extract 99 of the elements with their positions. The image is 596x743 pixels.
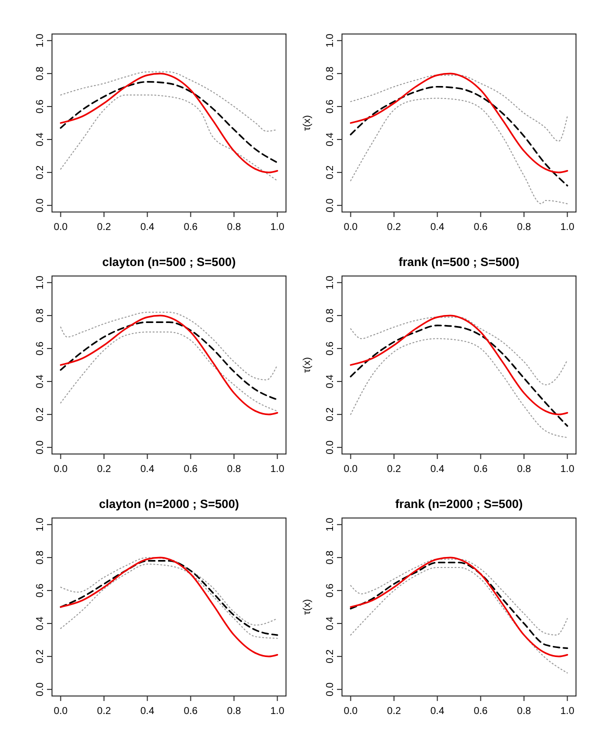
y-tick-label: 0.6 <box>35 99 46 114</box>
x-tick-label: 0.6 <box>184 706 198 717</box>
y-tick-label: 0.2 <box>35 165 46 180</box>
y-tick-label: 0.8 <box>35 308 46 323</box>
x-tick-label: 0.8 <box>227 222 242 233</box>
line-series <box>350 338 568 438</box>
y-tick-label: 0.2 <box>35 407 46 422</box>
y-tick-label: 0.4 <box>35 132 46 146</box>
line-series <box>60 312 278 380</box>
y-tick-label: 1.0 <box>35 517 46 532</box>
line-series <box>60 321 278 400</box>
y-tick-label: 1.0 <box>325 275 336 290</box>
line-series <box>60 556 278 658</box>
x-tick-label: 0.0 <box>54 222 68 233</box>
y-tick-label: 1.0 <box>35 33 46 48</box>
y-tick-label: 0.6 <box>325 99 336 114</box>
x-tick-label: 0.4 <box>430 464 445 475</box>
x-tick-label: 0.0 <box>344 222 358 233</box>
y-axis-title: τ(x) <box>302 357 313 373</box>
y-tick-label: 0.4 <box>325 132 336 146</box>
line-series <box>350 86 568 186</box>
x-tick-label: 0.2 <box>97 706 112 717</box>
x-tick-label: 0.6 <box>474 706 488 717</box>
x-tick-label: 0.4 <box>430 706 445 717</box>
y-tick-label: 0.6 <box>35 341 46 356</box>
x-tick-label: 1.0 <box>270 464 285 475</box>
x-tick-label: 0.8 <box>227 706 242 717</box>
x-tick-label: 1.0 <box>270 222 285 233</box>
y-tick-label: 0.0 <box>325 682 336 696</box>
x-tick-label: 0.6 <box>184 464 198 475</box>
x-tick-label: 0.2 <box>97 222 112 233</box>
x-tick-label: 0.8 <box>517 706 532 717</box>
x-tick-label: 0.6 <box>474 464 488 475</box>
y-tick-label: 0.8 <box>35 66 46 81</box>
x-tick-label: 0.8 <box>517 222 532 233</box>
y-tick-label: 0.4 <box>325 374 336 388</box>
line-series <box>60 314 278 416</box>
x-tick-label: 0.4 <box>140 706 155 717</box>
x-tick-label: 0.8 <box>227 464 242 475</box>
y-tick-label: 0.4 <box>35 616 46 630</box>
x-tick-label: 0.6 <box>474 222 488 233</box>
y-tick-label: 0.8 <box>325 66 336 81</box>
y-tick-label: 1.0 <box>325 33 336 48</box>
y-tick-label: 0.2 <box>325 649 336 664</box>
y-tick-label: 0.4 <box>325 616 336 630</box>
x-tick-label: 0.4 <box>140 464 155 475</box>
line-series <box>350 72 568 174</box>
y-tick-label: 0.0 <box>325 198 336 212</box>
line-series <box>350 558 568 636</box>
x-tick-label: 1.0 <box>560 464 575 475</box>
y-tick-label: 0.8 <box>325 550 336 565</box>
line-series <box>350 324 568 427</box>
line-series <box>60 71 278 132</box>
y-tick-label: 1.0 <box>325 517 336 532</box>
x-tick-label: 0.0 <box>344 706 358 717</box>
y-tick-label: 0.2 <box>325 165 336 180</box>
line-series <box>60 94 278 182</box>
x-tick-label: 1.0 <box>560 222 575 233</box>
y-tick-label: 0.6 <box>35 583 46 598</box>
line-series <box>350 74 568 142</box>
y-tick-label: 0.2 <box>35 649 46 664</box>
line-series <box>350 316 568 386</box>
y-tick-label: 0.6 <box>325 341 336 356</box>
line-series <box>350 98 568 204</box>
y-axis-title: τ(x) <box>302 115 313 131</box>
line-series <box>350 566 568 674</box>
y-tick-label: 0.0 <box>35 682 46 696</box>
chart-title: clayton (n=500 ; S=500) <box>102 255 236 269</box>
y-axis-title: τ(x) <box>302 599 313 615</box>
x-tick-label: 0.4 <box>140 222 155 233</box>
y-tick-label: 0.6 <box>325 583 336 598</box>
x-tick-label: 0.0 <box>54 706 68 717</box>
line-series <box>60 80 278 164</box>
line-series <box>60 332 278 412</box>
x-tick-label: 0.2 <box>387 706 402 717</box>
y-tick-label: 1.0 <box>35 275 46 290</box>
chart-title: clayton (n=2000 ; S=500) <box>98 497 240 511</box>
y-tick-label: 0.0 <box>35 198 46 212</box>
x-tick-label: 0.6 <box>184 222 198 233</box>
y-tick-label: 0.0 <box>325 440 336 454</box>
x-tick-label: 0.2 <box>97 464 112 475</box>
x-tick-label: 0.4 <box>430 222 445 233</box>
x-tick-label: 0.2 <box>387 222 402 233</box>
y-tick-label: 0.4 <box>35 374 46 388</box>
y-tick-label: 0.8 <box>325 308 336 323</box>
y-tick-label: 0.0 <box>35 440 46 454</box>
x-tick-label: 0.8 <box>517 464 532 475</box>
x-tick-label: 0.0 <box>344 464 358 475</box>
x-tick-label: 1.0 <box>560 706 575 717</box>
y-tick-label: 0.2 <box>325 407 336 422</box>
chart-title: frank (n=2000 ; S=500) <box>395 497 523 511</box>
x-tick-label: 1.0 <box>270 706 285 717</box>
line-series <box>60 557 278 626</box>
line-series <box>60 72 278 174</box>
x-tick-label: 0.0 <box>54 464 68 475</box>
x-tick-label: 0.2 <box>387 464 402 475</box>
chart-title: frank (n=500 ; S=500) <box>398 255 520 269</box>
y-tick-label: 0.8 <box>35 550 46 565</box>
line-series <box>350 314 568 416</box>
